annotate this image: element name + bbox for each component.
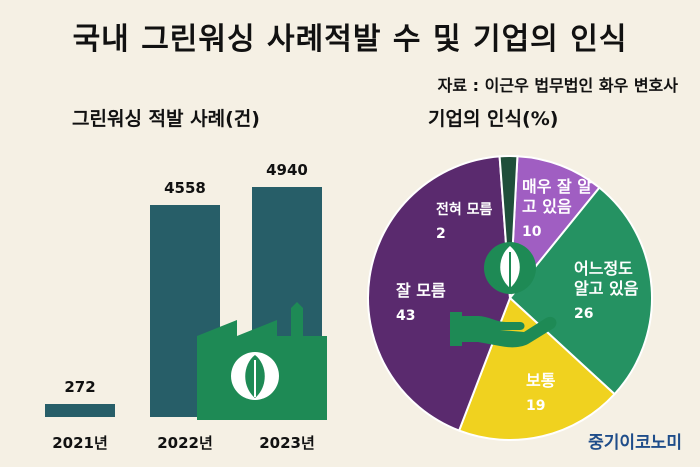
pie-slice-label: 전혀 모름 bbox=[436, 201, 493, 218]
pie-slice-value: 26 bbox=[574, 306, 593, 322]
pie-slice-label: 보통 bbox=[526, 371, 556, 390]
bar-value-label: 4940 bbox=[266, 161, 308, 179]
factory-leaf-icon bbox=[197, 302, 327, 420]
pie-slice-value: 10 bbox=[522, 224, 542, 240]
pie-chart-title: 기업의 인식(%) bbox=[428, 108, 559, 130]
bar-1 bbox=[45, 404, 115, 417]
pie-slice-2 bbox=[508, 186, 653, 396]
source-credit: 자료 : 이근우 법무법인 화우 변호사 bbox=[437, 76, 678, 95]
bar-chart-title: 그린워싱 적발 사례(건) bbox=[72, 108, 260, 130]
pie-slice-value: 2 bbox=[436, 226, 446, 242]
pie-slice-label: 매우 잘 알 bbox=[522, 177, 592, 196]
pie-slice-label: 어느정도 bbox=[574, 259, 633, 278]
page-title: 국내 그린워싱 사례적발 수 및 기업의 인식 bbox=[72, 22, 628, 57]
pie-slice-value: 19 bbox=[526, 398, 545, 414]
pie-slice-4 bbox=[367, 155, 512, 432]
leaf-hand-icon bbox=[450, 242, 557, 348]
pie-slice-5 bbox=[498, 155, 519, 299]
pie-slice-value: 43 bbox=[396, 308, 415, 324]
pie-slice-label: 잘 모름 bbox=[396, 281, 446, 300]
pie-slice-label: 고 있음 bbox=[522, 197, 572, 216]
bar-category-label: 2023년 bbox=[259, 434, 315, 452]
bar-value-label: 272 bbox=[64, 378, 96, 397]
bar-category-label: 2022년 bbox=[157, 434, 213, 452]
bar-value-label: 4558 bbox=[164, 178, 206, 197]
brand-logo-text: 중기이코노미 bbox=[588, 433, 682, 453]
pie-slice-label: 알고 있음 bbox=[574, 279, 639, 298]
bar-category-label: 2021년 bbox=[52, 434, 108, 452]
